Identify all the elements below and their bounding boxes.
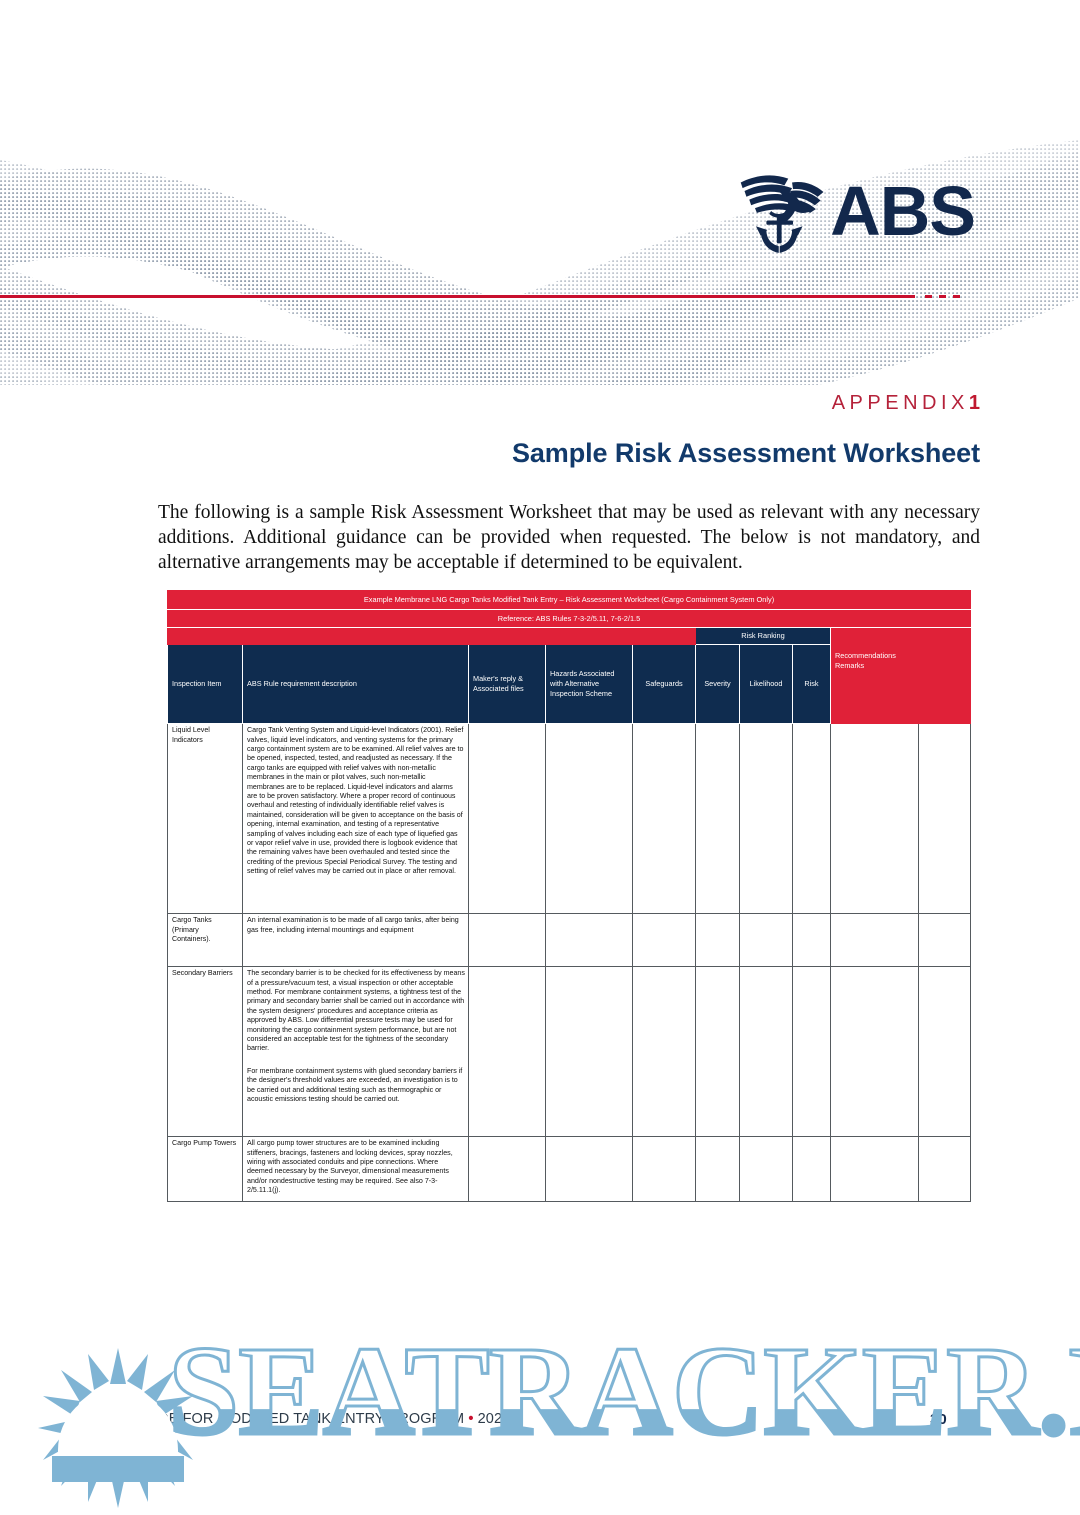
col-header-likelihood: Likelihood	[739, 644, 793, 725]
worksheet-title-row: Example Membrane LNG Cargo Tanks Modifie…	[166, 590, 972, 610]
table-row: Cargo Pump Towers All cargo pump tower s…	[167, 1136, 972, 1203]
cell-description: The secondary barrier is to be checked f…	[242, 966, 469, 1138]
cell-makers-reply[interactable]	[468, 723, 546, 915]
intro-paragraph: The following is a sample Risk Assessmen…	[158, 501, 980, 573]
cell-makers-reply[interactable]	[468, 913, 546, 968]
table-row: Cargo Tanks (Primary Containers). An int…	[167, 913, 972, 968]
cell-inspection-item: Liquid Level Indicators	[167, 723, 243, 915]
cell-hazards[interactable]	[545, 1136, 633, 1203]
cell-description: All cargo pump tower structures are to b…	[242, 1136, 469, 1203]
cell-severity[interactable]	[695, 1136, 740, 1203]
cell-safeguards[interactable]	[632, 1136, 696, 1203]
cell-hazards[interactable]	[545, 723, 633, 915]
table-row: Liquid Level Indicators Cargo Tank Venti…	[167, 723, 972, 915]
footer-text: ABS GUIDE FOR MODIFIED TANK ENTRY PROGRA…	[97, 1411, 510, 1427]
cell-description: Cargo Tank Venting System and Liquid-lev…	[242, 723, 469, 915]
page-number: 30	[930, 1411, 947, 1428]
cell-likelihood[interactable]	[739, 913, 793, 968]
cell-safeguards[interactable]	[632, 966, 696, 1138]
cell-risk[interactable]	[792, 1136, 831, 1203]
cell-tail[interactable]	[917, 913, 972, 968]
cell-safeguards[interactable]	[632, 913, 696, 968]
cell-likelihood[interactable]	[739, 723, 793, 915]
worksheet-group-header-row: Risk Ranking	[167, 627, 972, 646]
risk-assessment-worksheet-table: Example Membrane LNG Cargo Tanks Modifie…	[166, 590, 972, 1203]
cell-recommendations[interactable]	[830, 913, 919, 968]
cell-description-p1: The secondary barrier is to be checked f…	[247, 969, 465, 1053]
appendix-label: APPENDIX1	[832, 392, 980, 415]
abs-eagle-anchor-icon	[740, 174, 824, 253]
cell-makers-reply[interactable]	[468, 966, 546, 1138]
abs-logo: ABS	[735, 163, 976, 258]
cell-safeguards[interactable]	[632, 723, 696, 915]
col-header-makers-reply: Maker's reply & Associated files	[468, 644, 546, 725]
cell-severity[interactable]	[695, 723, 740, 915]
worksheet-reference: Reference: ABS Rules 7-3-2/5.11, 7-6-2/1…	[166, 608, 972, 629]
cell-recommendations[interactable]	[830, 1136, 919, 1203]
cell-inspection-item: Secondary Barriers	[167, 966, 243, 1138]
cell-recommendations[interactable]	[830, 723, 919, 915]
col-header-safeguards: Safeguards	[632, 644, 696, 725]
worksheet-reference-row: Reference: ABS Rules 7-3-2/5.11, 7-6-2/1…	[166, 608, 972, 629]
worksheet-title: Example Membrane LNG Cargo Tanks Modifie…	[166, 590, 972, 610]
cell-likelihood[interactable]	[739, 1136, 793, 1203]
cell-description-p1: An internal examination is to be made of…	[247, 916, 459, 934]
cell-tail[interactable]	[917, 966, 972, 1138]
table-row: Secondary Barriers The secondary barrier…	[167, 966, 972, 1138]
group-spacer-tail	[917, 627, 972, 646]
cell-makers-reply[interactable]	[468, 1136, 546, 1203]
header-red-rule-dots	[925, 295, 985, 298]
header-red-rule	[0, 295, 915, 298]
cell-hazards[interactable]	[545, 966, 633, 1138]
col-header-hazards: Hazards Associated with Alternative Insp…	[545, 644, 633, 725]
footer-separator: •	[468, 1411, 474, 1427]
cell-description-p1: All cargo pump tower structures are to b…	[247, 1139, 453, 1195]
header-wave-decoration	[0, 140, 1080, 385]
cell-tail[interactable]	[917, 1136, 972, 1203]
col-header-inspection-item: Inspection Item	[167, 644, 243, 725]
cell-hazards[interactable]	[545, 913, 633, 968]
cell-inspection-item: Cargo Tanks (Primary Containers).	[167, 913, 243, 968]
group-spacer-reco	[830, 627, 919, 646]
page-title: Sample Risk Assessment Worksheet	[511, 438, 980, 469]
sunrise-starburst-icon	[38, 1348, 198, 1508]
cell-risk[interactable]	[792, 913, 831, 968]
watermark-text: SEATRACKER.RU	[166, 1330, 1080, 1464]
footer-guide-text: GUIDE FOR MODIFIED TANK ENTRY PROGRAM	[127, 1411, 469, 1427]
footer-year: 2025	[473, 1411, 511, 1427]
appendix-word: APPENDIX	[831, 392, 969, 414]
cell-inspection-item: Cargo Pump Towers	[167, 1136, 243, 1203]
col-header-risk: Risk	[792, 644, 831, 725]
cell-likelihood[interactable]	[739, 966, 793, 1138]
cell-risk[interactable]	[792, 723, 831, 915]
footer-brand: ABS	[97, 1411, 128, 1427]
group-spacer-left	[167, 627, 696, 646]
cell-tail[interactable]	[917, 723, 972, 915]
cell-severity[interactable]	[695, 913, 740, 968]
cell-description-p2: For membrane containment systems with gl…	[247, 1066, 463, 1104]
cell-description-p1: Cargo Tank Venting System and Liquid-lev…	[247, 726, 464, 876]
risk-ranking-group-header: Risk Ranking	[695, 627, 831, 646]
cell-description: An internal examination is to be made of…	[242, 913, 469, 968]
cell-risk[interactable]	[792, 966, 831, 1138]
watermark-text-fill: SEATRACKER.RU	[168, 1330, 1080, 1462]
cell-severity[interactable]	[695, 966, 740, 1138]
col-header-tail-spacer	[917, 644, 972, 725]
abs-wordmark: ABS	[830, 171, 976, 250]
col-header-severity: Severity	[695, 644, 740, 725]
worksheet-column-header-row: Inspection Item ABS Rule requirement des…	[167, 644, 972, 725]
col-header-abs-rule-description: ABS Rule requirement description	[242, 644, 469, 725]
appendix-number: 1	[968, 392, 980, 414]
cell-recommendations[interactable]	[830, 966, 919, 1138]
col-header-recommendations-remarks: Recommendations Remarks	[830, 644, 919, 725]
